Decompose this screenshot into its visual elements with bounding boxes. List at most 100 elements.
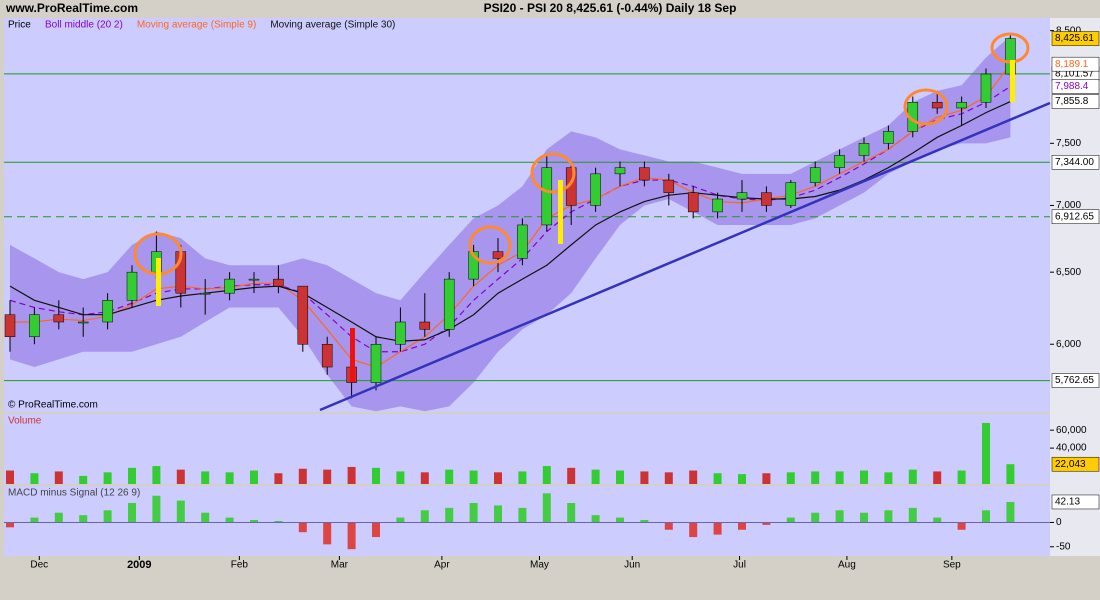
volume-bar xyxy=(835,471,844,484)
x-tick-label: Aug xyxy=(838,560,856,571)
macd-bar xyxy=(738,522,746,530)
candle-body xyxy=(712,198,723,213)
volume-bar xyxy=(54,471,63,484)
macd-bar xyxy=(79,515,88,523)
macd-panel xyxy=(4,486,1050,556)
volume-bar xyxy=(30,473,39,484)
macd-bar xyxy=(591,515,600,523)
trend-line xyxy=(319,101,1051,412)
candle-body xyxy=(102,300,113,323)
macd-bar xyxy=(835,510,844,523)
volume-bar xyxy=(786,472,795,484)
candle-body xyxy=(663,179,675,193)
red-bar xyxy=(350,328,355,382)
yellow-bar xyxy=(1010,60,1015,102)
volume-bar xyxy=(860,470,868,484)
volume-bar xyxy=(420,472,429,484)
macd-bar xyxy=(396,517,405,523)
candle-body xyxy=(809,167,821,183)
candle-body xyxy=(297,285,309,345)
volume-bar xyxy=(396,471,405,484)
macd-bar xyxy=(30,517,39,523)
macd-bar xyxy=(518,507,527,523)
site-name[interactable]: www.ProRealTime.com xyxy=(5,1,138,15)
value-box xyxy=(1051,154,1100,170)
legend-entry: Boll middle (20 2) xyxy=(45,20,123,31)
macd-bar xyxy=(811,512,820,523)
candle-body xyxy=(77,321,89,324)
macd-bar xyxy=(201,512,210,523)
candle-body xyxy=(492,251,504,259)
macd-bar xyxy=(274,521,283,523)
y-tick-label: 60,000 xyxy=(1056,425,1087,436)
panel-title: MACD minus Signal (12 26 9) xyxy=(8,488,140,499)
volume-bar xyxy=(884,472,893,484)
candle-body xyxy=(321,343,333,368)
candle-body xyxy=(736,192,748,200)
candle-body xyxy=(614,167,626,175)
macd-bar xyxy=(640,520,649,523)
y-tick-label: 7,000 xyxy=(1056,200,1081,211)
x-tick-label: 2009 xyxy=(127,559,151,571)
macd-bar xyxy=(152,495,161,523)
candle-body xyxy=(956,102,967,109)
volume-bar xyxy=(274,473,283,484)
yellow-bar xyxy=(156,258,161,306)
candle-body xyxy=(834,155,845,168)
candle-body xyxy=(370,343,382,383)
x-tick-label: Dec xyxy=(30,560,48,571)
y-tick-label: 7,500 xyxy=(1056,138,1081,149)
macd-bar xyxy=(982,510,990,523)
value-box xyxy=(1051,94,1100,109)
candle-body xyxy=(248,278,260,281)
volume-bar xyxy=(494,472,502,484)
candle-body xyxy=(931,102,943,109)
volume-bar xyxy=(616,470,624,484)
value-box-label: 7,344.00 xyxy=(1055,157,1094,168)
macd-bar xyxy=(469,503,478,523)
volume-bar xyxy=(152,466,161,484)
volume-bar xyxy=(201,471,210,484)
candle-body xyxy=(468,251,479,280)
volume-bar xyxy=(908,469,917,484)
candle-body xyxy=(395,321,406,345)
candle-body xyxy=(858,143,870,156)
volume-bar xyxy=(6,470,14,484)
macd-bar xyxy=(298,522,307,533)
y-tick-label: 6,000 xyxy=(1056,339,1081,350)
macd-bar xyxy=(860,512,868,523)
macd-bar xyxy=(786,517,795,523)
candle-body xyxy=(980,73,992,103)
candle-body xyxy=(126,271,138,301)
candle-body xyxy=(541,167,553,226)
value-box-label: 6,912.65 xyxy=(1055,211,1094,222)
macd-bar xyxy=(542,493,551,523)
circle xyxy=(468,225,512,265)
y-tick-label: 0 xyxy=(1056,517,1062,528)
macd-bar xyxy=(176,500,185,523)
volume-bar xyxy=(445,469,454,484)
legend-price: Price xyxy=(8,20,31,31)
x-tick-label: Apr xyxy=(434,560,450,571)
volume-bar xyxy=(128,467,136,484)
value-box xyxy=(1051,456,1100,472)
volume-bar xyxy=(689,470,698,484)
value-box xyxy=(1051,209,1100,224)
x-tick-label: Mar xyxy=(331,560,349,571)
macd-bar xyxy=(908,507,917,523)
macd-bar xyxy=(420,510,429,523)
candle-body xyxy=(687,192,699,213)
x-tick-label: Sep xyxy=(943,560,961,571)
volume-bar xyxy=(542,466,551,484)
candle-body xyxy=(639,167,650,181)
macd-bar xyxy=(567,503,576,523)
volume-bar xyxy=(738,474,746,484)
candle-body xyxy=(517,224,528,259)
volume-bar xyxy=(347,466,356,484)
annotations xyxy=(133,32,1051,412)
volume-bar xyxy=(591,469,600,484)
volume-bar xyxy=(1006,464,1015,484)
macd-bar xyxy=(933,517,942,523)
volume-bar xyxy=(640,471,649,484)
